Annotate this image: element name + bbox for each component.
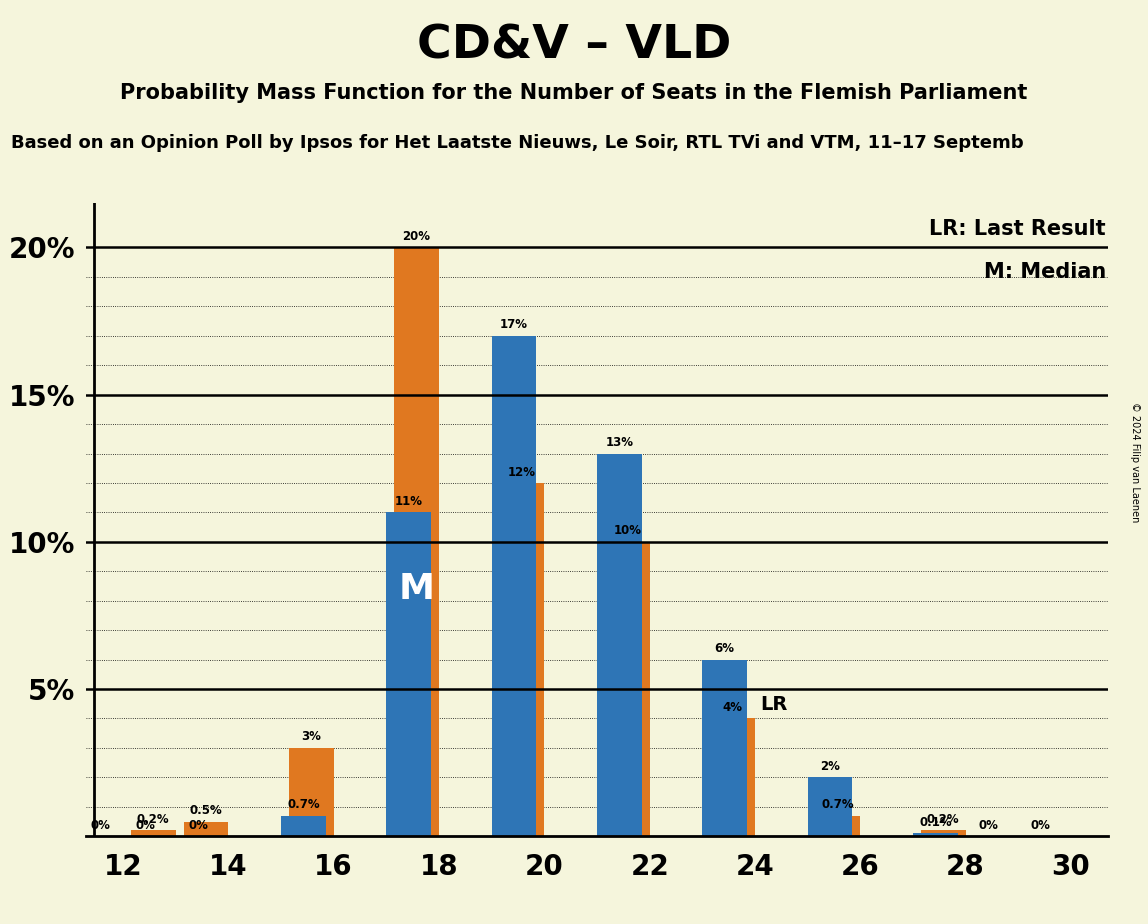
- Text: 0%: 0%: [1031, 819, 1050, 832]
- Bar: [281, 816, 326, 836]
- Bar: [386, 513, 430, 836]
- Bar: [499, 483, 544, 836]
- Text: 0.1%: 0.1%: [920, 816, 952, 829]
- Text: LR: Last Result: LR: Last Result: [929, 219, 1106, 239]
- Text: M: Median: M: Median: [984, 261, 1106, 282]
- Text: 4%: 4%: [722, 701, 743, 714]
- Text: 0.7%: 0.7%: [822, 798, 854, 811]
- Text: 13%: 13%: [605, 436, 634, 449]
- Bar: [394, 248, 439, 836]
- Text: CD&V – VLD: CD&V – VLD: [417, 23, 731, 68]
- Bar: [605, 541, 650, 836]
- Text: 0%: 0%: [91, 819, 110, 832]
- Text: 10%: 10%: [613, 525, 642, 538]
- Text: Probability Mass Function for the Number of Seats in the Flemish Parliament: Probability Mass Function for the Number…: [121, 83, 1027, 103]
- Text: © 2024 Filip van Laenen: © 2024 Filip van Laenen: [1131, 402, 1140, 522]
- Bar: [184, 821, 228, 836]
- Bar: [597, 454, 642, 836]
- Bar: [921, 831, 965, 836]
- Text: 0.5%: 0.5%: [189, 804, 223, 817]
- Text: Based on an Opinion Poll by Ipsos for Het Laatste Nieuws, Le Soir, RTL TVi and V: Based on an Opinion Poll by Ipsos for He…: [11, 134, 1024, 152]
- Text: 0.2%: 0.2%: [926, 813, 960, 826]
- Text: 0.7%: 0.7%: [287, 798, 319, 811]
- Bar: [289, 748, 334, 836]
- Text: 11%: 11%: [395, 495, 422, 508]
- Bar: [808, 777, 853, 836]
- Bar: [815, 816, 860, 836]
- Text: 0%: 0%: [978, 819, 998, 832]
- Text: 0.2%: 0.2%: [137, 813, 170, 826]
- Text: LR: LR: [760, 695, 788, 714]
- Text: 2%: 2%: [820, 760, 840, 772]
- Bar: [491, 335, 536, 836]
- Bar: [711, 719, 755, 836]
- Text: M: M: [398, 572, 435, 606]
- Text: 0%: 0%: [135, 819, 155, 832]
- Text: 6%: 6%: [715, 642, 735, 655]
- Text: 0%: 0%: [188, 819, 208, 832]
- Bar: [703, 660, 747, 836]
- Bar: [913, 833, 957, 836]
- Text: 17%: 17%: [501, 319, 528, 332]
- Text: 12%: 12%: [507, 466, 536, 479]
- Text: 20%: 20%: [403, 230, 430, 243]
- Text: 3%: 3%: [301, 731, 321, 744]
- Bar: [131, 831, 176, 836]
